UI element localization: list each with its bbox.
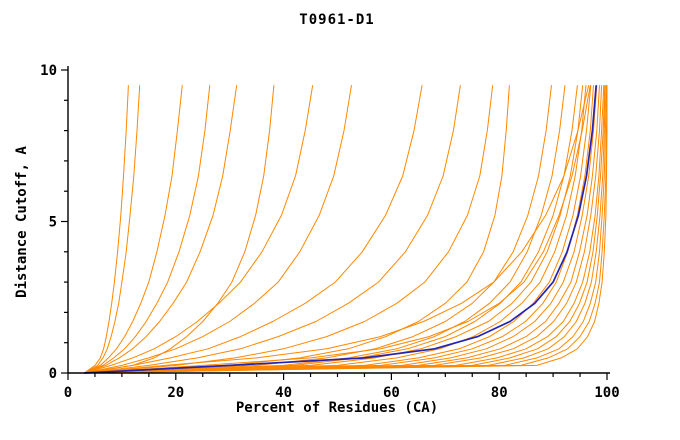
model-curve [84,85,605,374]
model-curve [84,85,566,374]
model-curve [84,85,608,374]
model-curve [84,85,461,374]
model-curve [84,85,607,374]
x-tick-label: 80 [491,385,508,401]
model-curve [84,85,211,374]
x-tick-label: 40 [275,385,292,401]
y-tick-label: 5 [49,215,57,231]
x-tick-label: 20 [167,385,184,401]
model-curve [84,85,591,374]
x-tick-label: 60 [383,385,400,401]
model-curve [84,85,423,374]
model-curve [84,85,238,374]
y-tick-label: 0 [49,366,57,382]
model-curve [84,85,608,374]
model-curve [84,85,587,374]
model-curve [84,85,584,374]
model-curve [84,85,603,374]
model-curve [84,85,598,374]
model-curve [84,85,314,374]
model-curve [84,85,592,374]
model-curve [84,85,275,374]
model-curve [84,85,510,374]
model-curve [84,85,606,374]
reference-curve [84,85,598,374]
model-curve [84,85,600,374]
y-tick-label: 10 [40,63,57,79]
model-curve [84,85,594,374]
model-curve [84,85,606,374]
model-curve [84,85,552,374]
model-curve [83,85,129,374]
model-curve [83,85,183,374]
x-tick-label: 0 [64,385,72,401]
model-curve [84,85,578,374]
chart-title: T0961-D1 [299,12,375,28]
x-axis-label: Percent of Residues (CA) [235,400,439,416]
model-curve [83,85,141,374]
x-tick-label: 100 [594,385,619,401]
model-curve [84,85,352,374]
model-curve [84,85,494,374]
